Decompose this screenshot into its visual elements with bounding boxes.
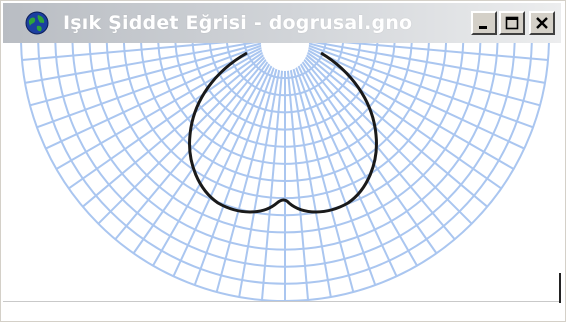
grid-spoke [21,43,228,62]
grid-spoke [301,53,473,225]
maximize-button[interactable] [499,11,525,35]
grid-spoke [97,53,269,225]
grid-spoke [215,59,280,293]
window-title: Işık Şiddet Eğrisi - dogrusal.gno [63,12,413,34]
grid-spoke [296,57,418,267]
grid-spoke [68,49,266,190]
grid-spoke [313,43,546,84]
grid-spoke [114,54,271,240]
grid-spoke [152,57,274,267]
globe-icon[interactable] [25,11,49,35]
maximize-icon [505,16,519,30]
intensity-plot-area[interactable] [3,43,561,301]
grid-spoke [260,60,284,301]
grid-spoke [292,59,377,286]
minimize-button[interactable] [471,11,497,35]
grid-spoke [290,59,355,293]
grid-spoke [307,44,534,129]
polar-grid [20,43,550,301]
grid-spoke [297,56,438,254]
grid-spoke [294,58,398,277]
scrollbar-edge[interactable] [559,273,561,303]
grid-spoke [36,44,263,129]
grid-spoke [24,43,257,84]
polar-intensity-plot [20,43,550,301]
minimize-icon [479,26,487,29]
grid-spoke [288,60,332,298]
plot-top-opening [261,43,309,71]
grid-spoke [306,46,525,150]
close-icon [536,17,548,29]
grid-spoke [238,60,282,298]
grid-spoke [342,43,549,62]
intensity-curve [188,51,378,214]
grid-spoke [55,48,265,170]
grid-spoke [307,43,541,107]
status-strip [3,301,561,320]
grid-spoke [286,60,310,301]
grid-spoke [29,43,263,107]
grid-spoke [302,51,488,208]
grid-spoke [193,59,278,286]
title-bar[interactable]: Işık Şiddet Eğrisi - dogrusal.gno [3,3,561,43]
grid-spoke [304,49,502,190]
grid-spoke [132,56,273,254]
grid-spoke [45,46,264,150]
grid-spoke [82,51,268,208]
close-button[interactable] [529,11,555,35]
grid-ring [20,43,550,301]
grid-spoke [172,58,276,277]
